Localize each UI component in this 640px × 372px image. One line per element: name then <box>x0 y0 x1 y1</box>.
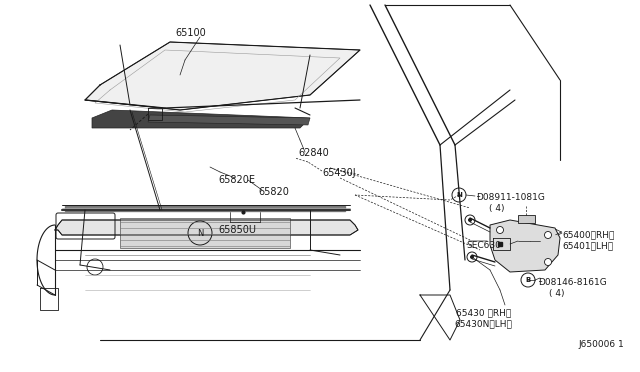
Circle shape <box>470 255 474 259</box>
Text: 62840: 62840 <box>298 148 329 158</box>
Polygon shape <box>92 110 310 128</box>
Text: Ð08911-1081G: Ð08911-1081G <box>476 193 545 202</box>
Circle shape <box>521 273 535 287</box>
Text: ( 4): ( 4) <box>489 204 504 213</box>
Circle shape <box>545 231 552 238</box>
Text: Ð08146-8161G: Ð08146-8161G <box>538 278 607 287</box>
Polygon shape <box>148 115 310 125</box>
Text: 65430 （RH）: 65430 （RH） <box>456 308 511 317</box>
Text: B: B <box>525 277 531 283</box>
Text: N: N <box>456 192 462 198</box>
Text: 65430J: 65430J <box>322 168 356 178</box>
Circle shape <box>468 218 472 222</box>
Text: 65820E: 65820E <box>218 175 255 185</box>
Circle shape <box>465 215 475 225</box>
Circle shape <box>467 252 477 262</box>
Text: 65430N（LH）: 65430N（LH） <box>454 319 512 328</box>
Text: N: N <box>197 228 203 237</box>
Text: 65820: 65820 <box>258 187 289 197</box>
Text: 65400（RH）: 65400（RH） <box>562 230 614 239</box>
Circle shape <box>545 259 552 266</box>
Text: ( 4): ( 4) <box>549 289 564 298</box>
Circle shape <box>452 188 466 202</box>
Text: J650006 1: J650006 1 <box>578 340 624 349</box>
Polygon shape <box>490 220 560 272</box>
Polygon shape <box>55 220 358 235</box>
Polygon shape <box>518 215 535 223</box>
Polygon shape <box>85 42 360 110</box>
Polygon shape <box>120 218 290 248</box>
Text: 65850U: 65850U <box>218 225 256 235</box>
Circle shape <box>497 227 504 234</box>
Text: SEC630: SEC630 <box>466 241 501 250</box>
Text: 65100: 65100 <box>175 28 205 38</box>
Text: 65401（LH）: 65401（LH） <box>562 241 613 250</box>
